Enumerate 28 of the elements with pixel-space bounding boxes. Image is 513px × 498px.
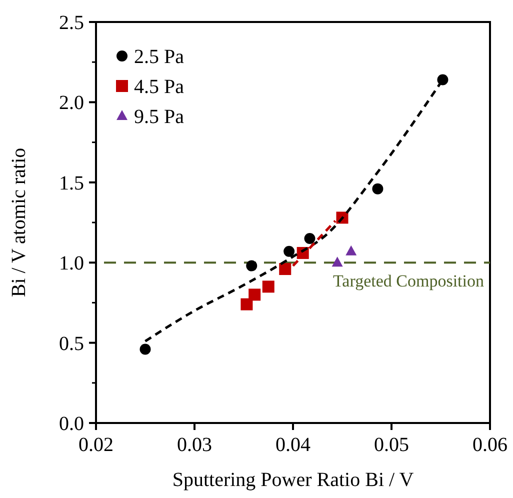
point: [140, 344, 151, 355]
point: [284, 246, 295, 257]
point: [346, 245, 357, 256]
x-tick-label: 0.06: [472, 434, 508, 456]
x-axis-title: Sputtering Power Ratio Bi / V: [172, 469, 414, 491]
point: [332, 256, 343, 267]
y-tick-label: 0.5: [59, 332, 84, 355]
legend-label: 4.5 Pa: [134, 76, 184, 98]
x-tick-label: 0.05: [374, 434, 409, 456]
point: [248, 288, 261, 301]
point: [279, 263, 292, 276]
y-tick-label: 2.0: [59, 92, 84, 114]
legend-label: 2.5 Pa: [134, 46, 184, 68]
ref-line-label: Targeted Composition: [332, 272, 484, 291]
point: [304, 233, 316, 244]
point: [372, 183, 384, 194]
y-tick-label: 1.5: [59, 172, 84, 194]
point: [246, 260, 258, 272]
y-tick-label: 0.0: [59, 413, 84, 435]
legend-label: 9.5 Pa: [134, 106, 184, 128]
x-tick-label: 0.04: [276, 434, 310, 456]
y-tick-label: 2.5: [59, 12, 84, 34]
point: [262, 280, 274, 293]
x-tick-label: 0.02: [78, 434, 114, 456]
y-axis-title: Bi / V atomic ratio: [8, 148, 30, 298]
y-tick-label: 1.0: [59, 252, 84, 275]
x-tick-label: 0.03: [177, 434, 212, 456]
point: [240, 298, 253, 310]
